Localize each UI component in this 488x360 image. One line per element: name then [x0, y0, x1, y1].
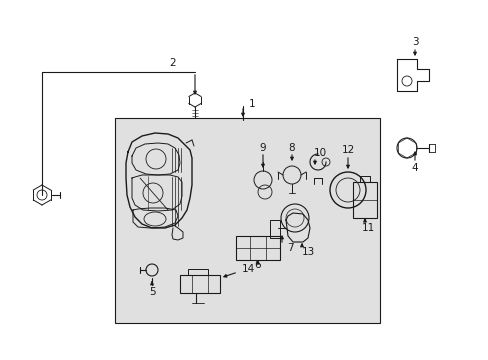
Bar — [352, 182, 376, 218]
Text: 7: 7 — [286, 243, 293, 253]
Bar — [269, 220, 280, 238]
Text: 8: 8 — [288, 143, 295, 153]
Bar — [236, 236, 280, 260]
Text: 2: 2 — [169, 58, 176, 68]
Text: 6: 6 — [254, 260, 261, 270]
Text: 5: 5 — [148, 287, 155, 297]
Text: 9: 9 — [259, 143, 266, 153]
Text: 4: 4 — [411, 163, 417, 173]
Text: 14: 14 — [241, 264, 254, 274]
Text: 11: 11 — [361, 223, 374, 233]
Bar — [180, 275, 220, 293]
Bar — [115, 118, 379, 323]
Text: 13: 13 — [301, 247, 314, 257]
Text: 1: 1 — [248, 99, 255, 109]
Text: 3: 3 — [411, 37, 417, 47]
Bar — [187, 269, 207, 275]
Text: 12: 12 — [341, 145, 354, 155]
Text: 10: 10 — [313, 148, 326, 158]
